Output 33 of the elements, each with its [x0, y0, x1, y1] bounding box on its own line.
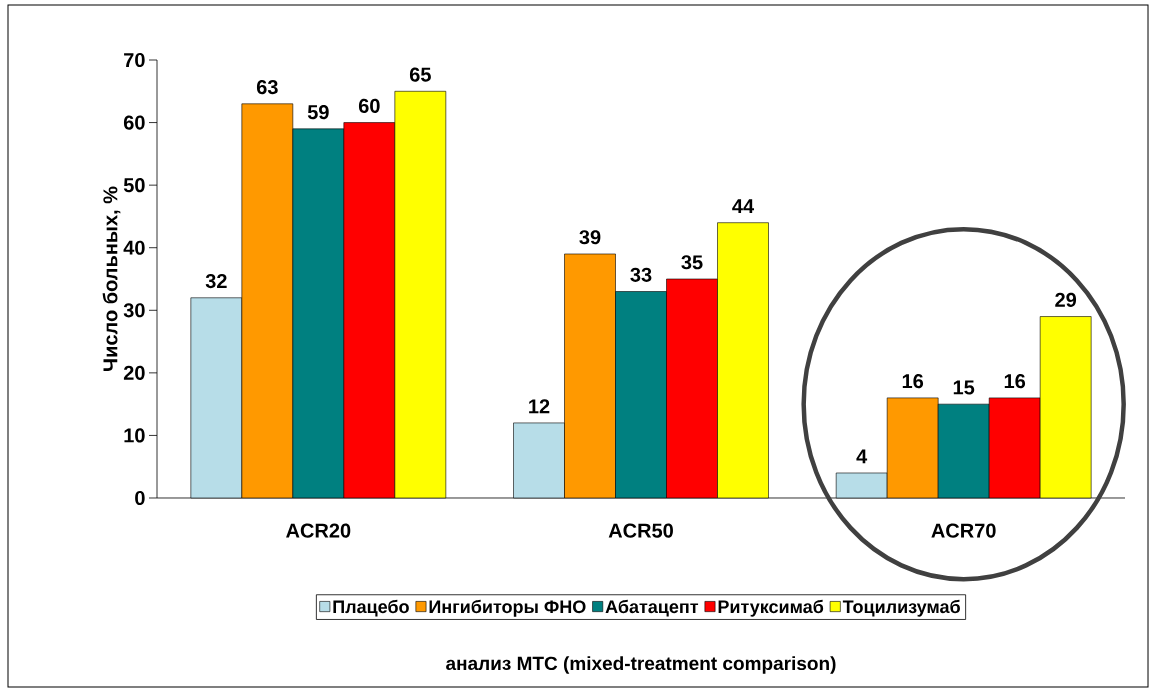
x-tick-label: ACR70 — [931, 523, 996, 538]
data-label: 65 — [409, 67, 431, 82]
data-label: 29 — [1055, 292, 1077, 307]
y-tick-label: 50 — [123, 178, 145, 193]
legend-label: Плацебо — [333, 599, 409, 617]
data-label: 32 — [205, 273, 227, 289]
data-label: 39 — [579, 230, 601, 245]
y-tick-label: 0 — [135, 490, 145, 506]
x-tick-label: ACR50 — [608, 523, 673, 538]
data-label: 4 — [856, 449, 868, 464]
data-label: 33 — [630, 267, 652, 282]
legend-label: Тоцилизумаб — [842, 599, 960, 617]
legend-label: Ингибиторы ФНО — [429, 599, 586, 617]
data-label: 44 — [732, 199, 755, 214]
y-tick-label: 40 — [123, 240, 145, 255]
data-label: 15 — [953, 380, 975, 395]
data-label: 12 — [529, 399, 550, 414]
data-label: 59 — [307, 105, 329, 120]
text: анализ МТС (mixed-treatment comparison) — [446, 656, 836, 674]
data-label: 16 — [902, 374, 924, 389]
y-axis-title: Число больных, % — [102, 186, 121, 371]
x-tick-label: ACR20 — [286, 523, 351, 538]
data-label: 35 — [681, 255, 703, 270]
y-tick-label: 70 — [124, 52, 145, 68]
data-label: 16 — [1004, 374, 1026, 389]
legend-label: Ритуксимаб — [718, 599, 824, 617]
data-label: 60 — [358, 98, 380, 113]
y-tick-label: 10 — [124, 428, 145, 443]
y-tick-label: 20 — [123, 365, 145, 380]
legend-label: Абатацепт — [605, 599, 699, 617]
y-tick-label: 60 — [123, 115, 145, 130]
data-label: 63 — [256, 79, 278, 95]
y-tick-label: 30 — [123, 303, 145, 318]
